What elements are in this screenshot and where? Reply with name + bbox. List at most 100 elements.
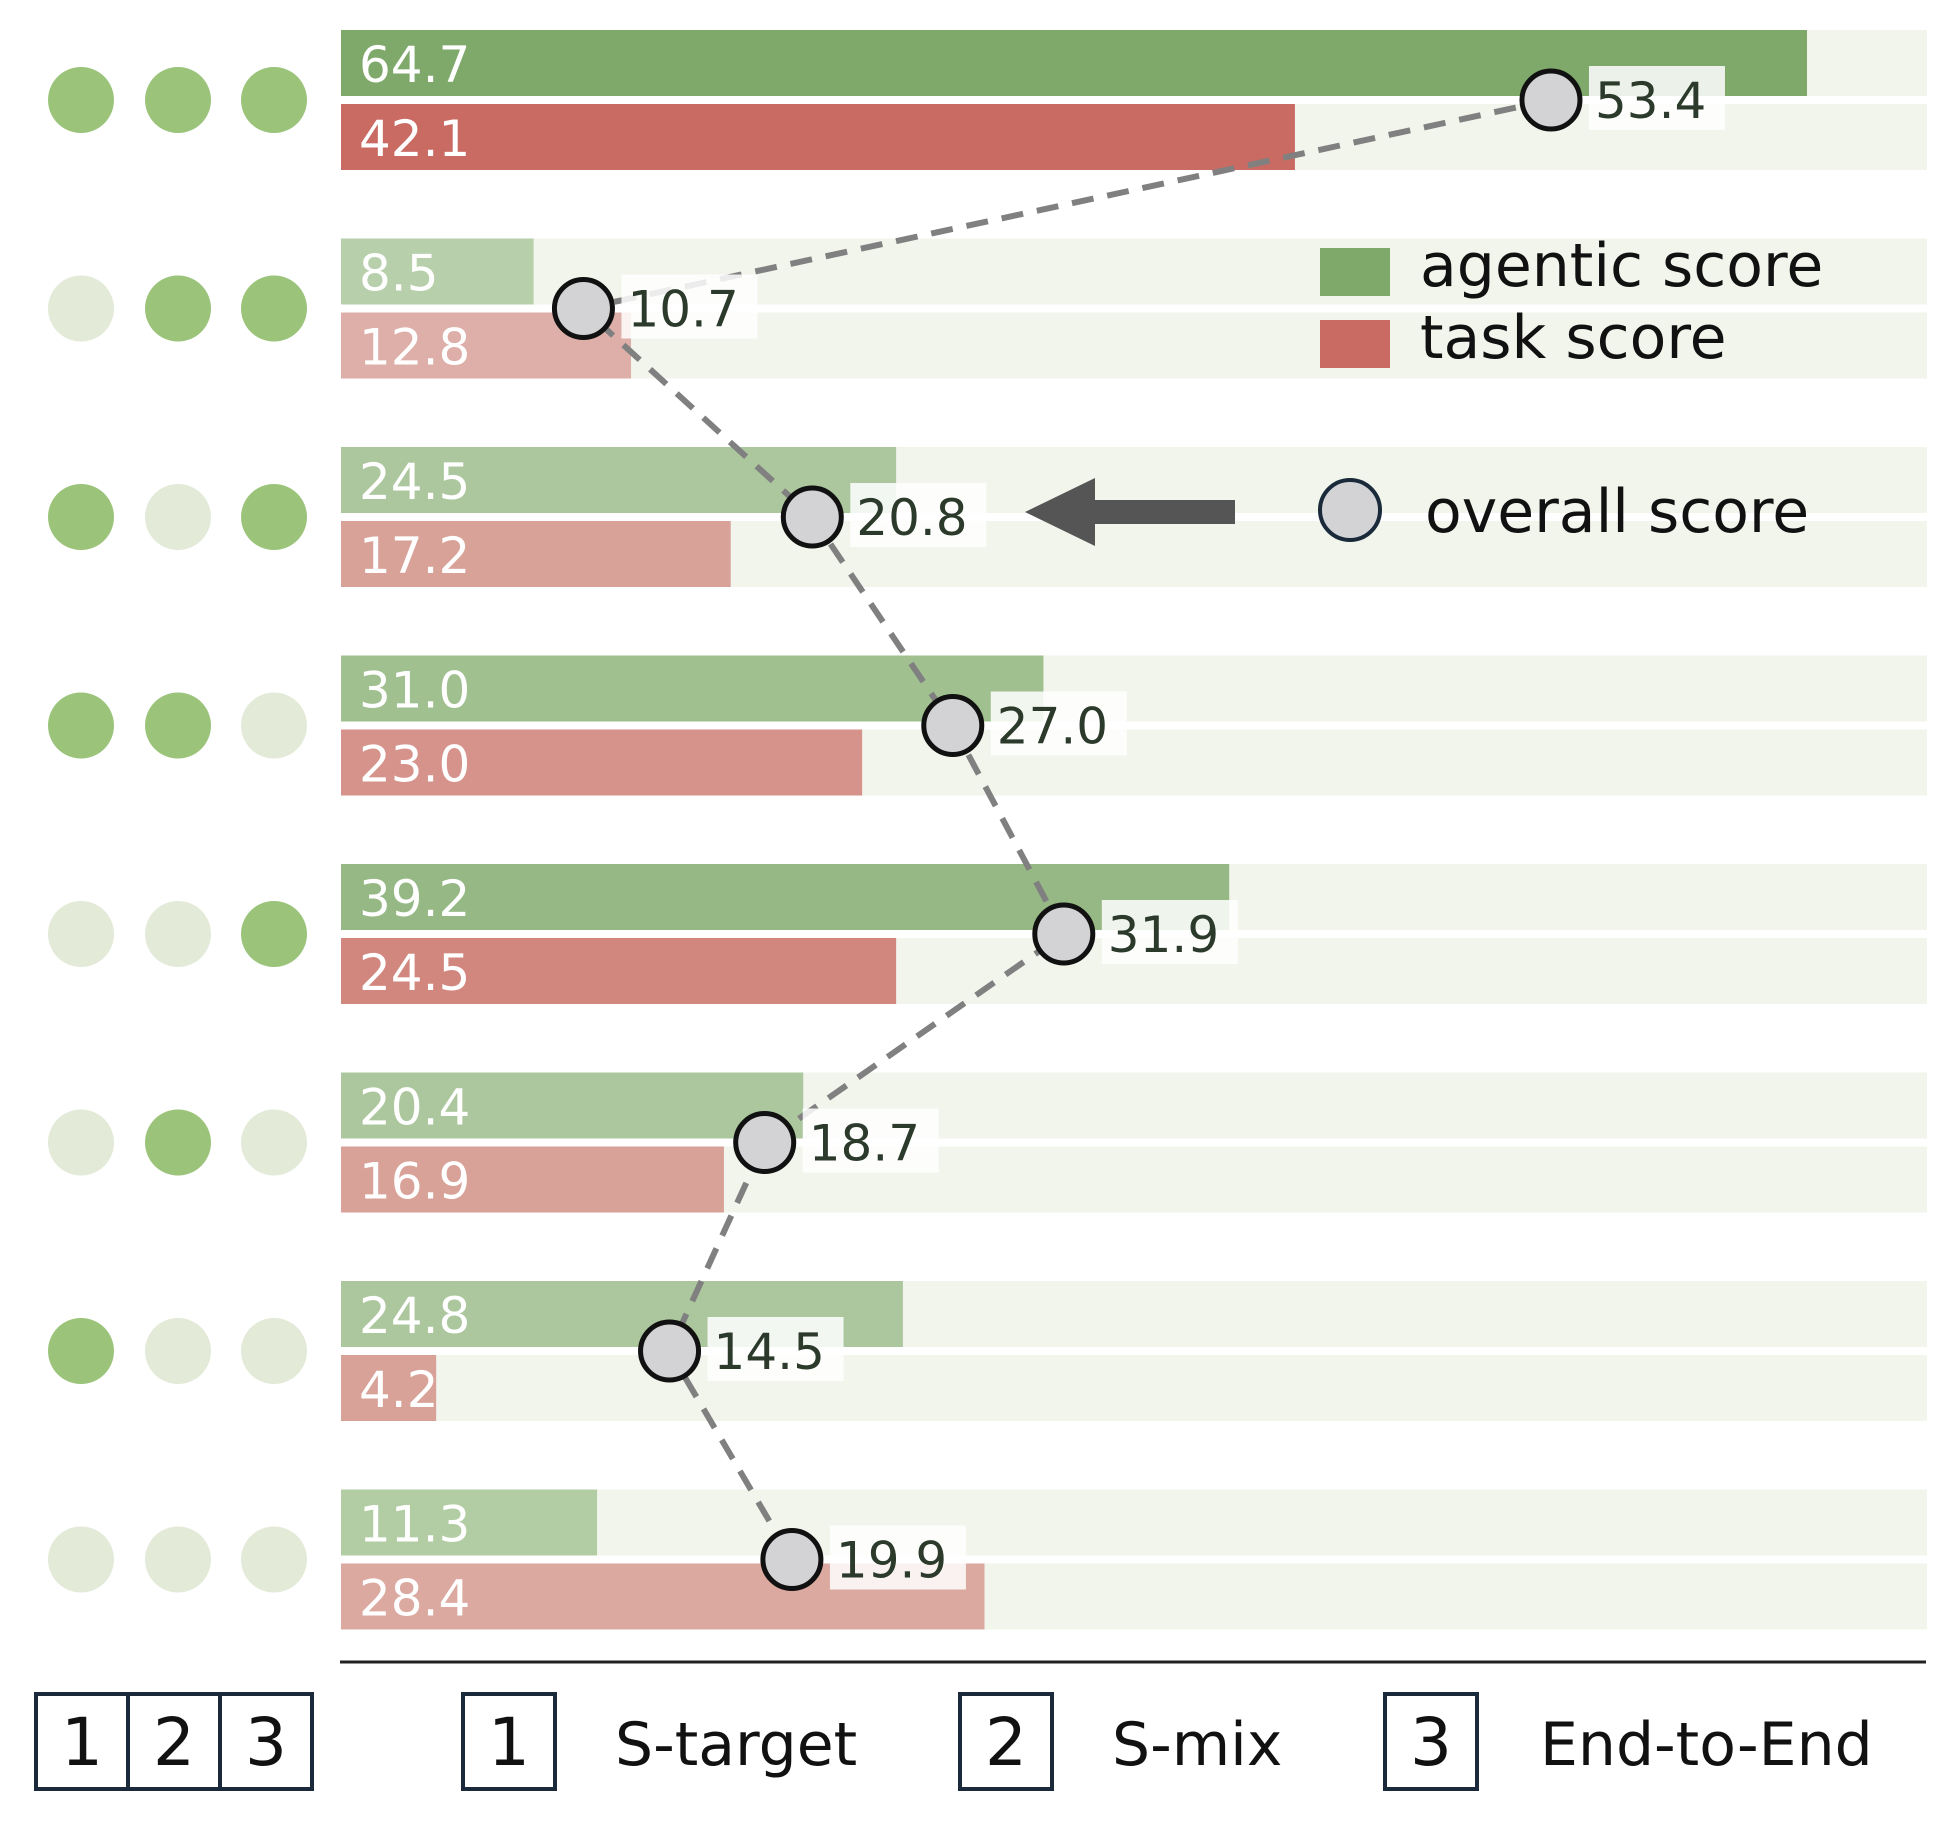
legend: agentic score task score overall score xyxy=(1025,231,1823,547)
legend-label-overall: overall score xyxy=(1425,477,1809,547)
config-dot-3 xyxy=(241,692,307,759)
overall-point xyxy=(551,277,615,340)
config-dot-3 xyxy=(241,1109,307,1176)
config-dot-2 xyxy=(145,275,211,342)
config-dot-1 xyxy=(48,67,114,133)
overall-point xyxy=(1032,902,1096,966)
bar-agentic xyxy=(341,1489,598,1556)
bar-task xyxy=(341,1146,724,1213)
bar-label-task: 16.9 xyxy=(359,1153,470,1211)
bar-task xyxy=(341,521,731,587)
bar-label-task: 23.0 xyxy=(359,736,470,794)
key-name-1: S-target xyxy=(615,1710,857,1780)
bar-label-task: 24.5 xyxy=(359,944,470,1002)
key-name-3: End-to-End xyxy=(1540,1710,1873,1780)
overall-point-label: 18.7 xyxy=(809,1115,920,1173)
bar-label-agentic: 64.7 xyxy=(359,36,470,94)
key-number-1: 1 xyxy=(488,1704,530,1781)
bar-label-task: 12.8 xyxy=(359,319,470,377)
config-dot-1 xyxy=(48,692,114,759)
key-header-3: 3 xyxy=(245,1704,287,1781)
point-label-bg xyxy=(707,1317,844,1381)
overall-point xyxy=(760,1528,824,1591)
overall-point xyxy=(921,694,985,757)
config-dot-2 xyxy=(145,1318,211,1384)
config-dot-2 xyxy=(145,1526,211,1593)
overall-point-label: 20.8 xyxy=(856,489,967,547)
bar-track-task xyxy=(341,1355,1927,1421)
bar-label-agentic: 31.0 xyxy=(359,662,470,720)
config-dot-2 xyxy=(145,484,211,550)
overall-score-line xyxy=(577,97,1552,1562)
legend-arrow-icon xyxy=(1025,478,1235,546)
config-dot-3 xyxy=(241,275,307,342)
bar-label-agentic: 24.8 xyxy=(359,1287,470,1345)
bar-label-agentic: 11.3 xyxy=(359,1496,470,1554)
bar-label-agentic: 20.4 xyxy=(359,1079,470,1137)
point-label-bg xyxy=(990,691,1127,756)
config-dot-3 xyxy=(241,67,307,133)
legend-swatch-overall xyxy=(1318,478,1382,542)
bar-track-agentic xyxy=(341,1489,1927,1556)
bar-label-task: 42.1 xyxy=(359,110,470,168)
config-dot-1 xyxy=(48,901,114,967)
config-dots xyxy=(48,67,307,1593)
overall-point-label: 53.4 xyxy=(1595,72,1706,130)
bar-task xyxy=(341,729,863,796)
key-header-2: 2 xyxy=(153,1704,195,1781)
bar-label-agentic: 8.5 xyxy=(359,245,439,303)
config-key-legend: 1 S-target 2 S-mix 3 End-to-End xyxy=(461,1692,1873,1791)
bars: 64.7 42.1 8.5 12.8 24.5 17.2 31.0 23.0 39.2 24.5 2… xyxy=(341,30,1807,1630)
config-dot-1 xyxy=(48,1109,114,1176)
overall-point-label: 19.9 xyxy=(836,1532,947,1590)
bar-label-task: 17.2 xyxy=(359,527,470,585)
bar-task xyxy=(341,1355,437,1421)
bar-label-task: 4.2 xyxy=(359,1361,439,1419)
bar-task xyxy=(341,104,1295,170)
bar-agentic xyxy=(341,864,1230,930)
overall-point-label: 14.5 xyxy=(714,1323,825,1381)
config-dot-3 xyxy=(241,901,307,967)
point-label-bg xyxy=(850,483,987,547)
config-dot-2 xyxy=(145,901,211,967)
overall-point-label: 31.9 xyxy=(1108,906,1219,964)
config-dot-1 xyxy=(48,484,114,550)
key-name-2: S-mix xyxy=(1112,1710,1282,1780)
config-dot-3 xyxy=(241,484,307,550)
config-dot-2 xyxy=(145,1109,211,1176)
legend-label-task: task score xyxy=(1420,303,1727,373)
bar-agentic xyxy=(341,30,1807,96)
config-key-header: 1 2 3 xyxy=(34,1692,314,1791)
overall-points: 53.4 10.7 20.8 27.0 31.9 18.7 14.5 19.9 xyxy=(551,66,1725,1591)
overall-point-label: 27.0 xyxy=(997,698,1108,756)
config-dot-1 xyxy=(48,1318,114,1384)
overall-point xyxy=(638,1319,702,1383)
point-label-bg xyxy=(1588,66,1725,130)
config-dot-2 xyxy=(145,67,211,133)
overall-line-layer xyxy=(577,97,1552,1562)
bar-label-task: 28.4 xyxy=(359,1570,470,1628)
overall-point xyxy=(733,1111,797,1174)
overall-point xyxy=(1519,68,1583,132)
legend-label-agentic: agentic score xyxy=(1420,231,1823,301)
bar-agentic xyxy=(341,1072,804,1139)
bar-task xyxy=(341,938,897,1004)
config-dot-1 xyxy=(48,275,114,342)
overall-point xyxy=(780,485,844,549)
legend-swatch-agentic xyxy=(1320,248,1390,296)
bar-agentic xyxy=(341,238,534,305)
overall-point-label: 10.7 xyxy=(627,281,738,339)
point-label-bg xyxy=(829,1525,966,1590)
point-label-bg xyxy=(621,274,758,339)
config-dot-3 xyxy=(241,1318,307,1384)
config-dot-1 xyxy=(48,1526,114,1593)
key-number-3: 3 xyxy=(1410,1704,1452,1781)
config-dot-2 xyxy=(145,692,211,759)
config-dot-3 xyxy=(241,1526,307,1593)
point-label-bg xyxy=(802,1108,939,1173)
bar-label-agentic: 39.2 xyxy=(359,870,470,928)
key-header-1: 1 xyxy=(61,1704,103,1781)
point-label-bg xyxy=(1101,900,1238,964)
legend-swatch-task xyxy=(1320,320,1390,368)
